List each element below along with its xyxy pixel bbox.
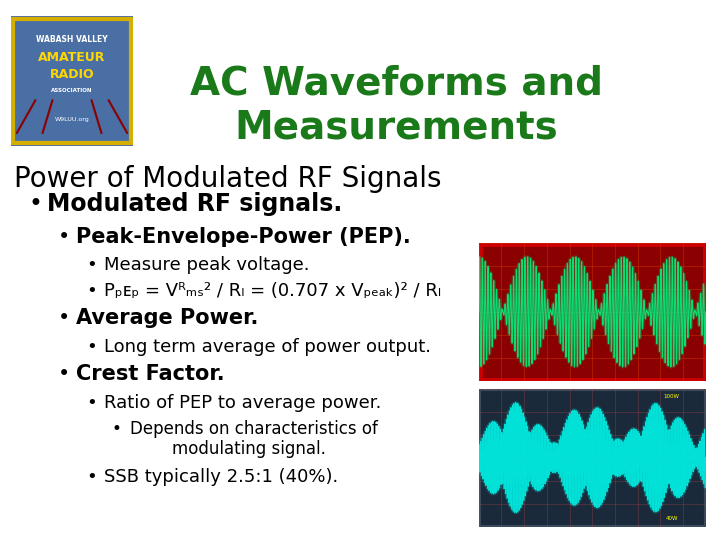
Text: ASSOCIATION: ASSOCIATION <box>51 87 93 92</box>
Text: Peak-Envelope-Power (PEP).: Peak-Envelope-Power (PEP). <box>76 227 410 247</box>
Bar <box>479 243 706 381</box>
Text: •: • <box>86 282 97 300</box>
Text: AMATEUR: AMATEUR <box>38 51 106 64</box>
Text: RADIO: RADIO <box>50 68 94 81</box>
Text: Ratio of PEP to average power.: Ratio of PEP to average power. <box>104 394 382 411</box>
Text: •: • <box>112 420 122 437</box>
Text: •: • <box>58 364 70 384</box>
Text: Depends on characteristics of
        modulating signal.: Depends on characteristics of modulating… <box>130 420 377 458</box>
Text: WABASH VALLEY: WABASH VALLEY <box>36 35 108 44</box>
Text: Crest Factor.: Crest Factor. <box>76 364 224 384</box>
Bar <box>479 389 706 526</box>
Text: •: • <box>86 468 97 486</box>
Text: •: • <box>58 227 70 247</box>
Text: •: • <box>86 338 97 356</box>
Text: W9LUU.org: W9LUU.org <box>55 117 89 123</box>
Text: 100W: 100W <box>664 394 680 399</box>
Text: SSB typically 2.5:1 (40%).: SSB typically 2.5:1 (40%). <box>104 468 338 486</box>
Text: Measure peak voltage.: Measure peak voltage. <box>104 256 310 274</box>
Text: •: • <box>58 308 70 328</box>
Text: Modulated RF signals.: Modulated RF signals. <box>47 192 342 215</box>
Text: Power of Modulated RF Signals: Power of Modulated RF Signals <box>14 165 442 193</box>
Text: •: • <box>29 192 42 215</box>
Text: •: • <box>86 394 97 411</box>
Text: 40W: 40W <box>665 516 678 521</box>
Text: AC Waveforms and
Measurements: AC Waveforms and Measurements <box>189 65 603 147</box>
Text: Average Power.: Average Power. <box>76 308 258 328</box>
Text: Long term average of power output.: Long term average of power output. <box>104 338 431 356</box>
Text: •: • <box>86 256 97 274</box>
Text: Pₚᴇₚ = Vᴿₘₛ² / Rₗ = (0.707 x Vₚₑₐₖ)² / Rₗ: Pₚᴇₚ = Vᴿₘₛ² / Rₗ = (0.707 x Vₚₑₐₖ)² / R… <box>104 282 441 300</box>
